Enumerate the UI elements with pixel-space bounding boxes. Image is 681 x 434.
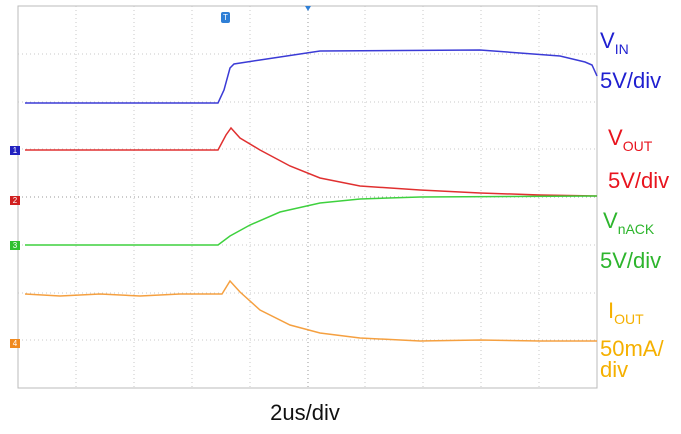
scale-label: 50mA/: [600, 336, 664, 361]
label-sub: OUT: [623, 138, 653, 154]
channel-label: 2: [13, 196, 18, 205]
vin-trace: [25, 49, 598, 104]
scale-label: 5V/div: [608, 168, 669, 193]
channel-marker: [10, 339, 20, 348]
channel-label: 1: [13, 146, 18, 155]
label-sub: nACK: [618, 221, 655, 237]
scale-label: div: [600, 357, 628, 382]
trace-label: VIN: [600, 28, 629, 57]
trigger-label: T: [223, 13, 228, 22]
channel-label: 3: [13, 241, 18, 250]
channel-label: 4: [13, 339, 18, 348]
label-main: V: [600, 28, 615, 53]
label-main: V: [608, 125, 623, 150]
trace-label: VnACK: [603, 208, 655, 237]
trace-label: IOUT: [608, 298, 644, 327]
channel-marker: [10, 241, 20, 250]
vout-trace: [25, 126, 598, 197]
trace-label: VOUT: [608, 125, 653, 154]
label-main: I: [608, 298, 614, 323]
scale-label: 5V/div: [600, 68, 661, 93]
channel-marker: [10, 146, 20, 155]
label-main: V: [603, 208, 618, 233]
channel-marker: [10, 196, 20, 205]
timebase-label: 2us/div: [270, 400, 340, 425]
label-sub: IN: [615, 41, 629, 57]
vnack-trace: [25, 195, 598, 246]
scale-label: 5V/div: [600, 248, 661, 273]
iout-trace: [24, 279, 597, 342]
time-marker: [305, 6, 311, 11]
label-sub: OUT: [614, 311, 644, 327]
trigger-marker: [221, 12, 230, 23]
